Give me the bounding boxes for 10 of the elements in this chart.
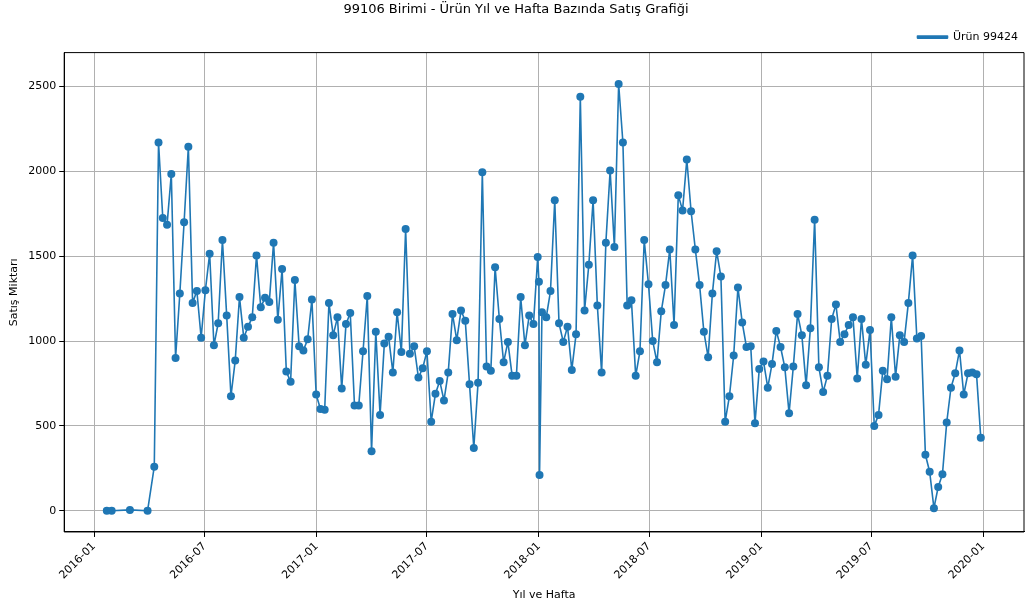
legend-label: Ürün 99424 bbox=[952, 29, 1019, 43]
y-tick-label: 2000 bbox=[28, 164, 57, 178]
y-axis-title: Satış Miktarı bbox=[7, 258, 21, 327]
y-tick-label: 1000 bbox=[28, 333, 57, 347]
x-axis-title: Yıl ve Hafta bbox=[511, 588, 576, 602]
y-tick-label: 2500 bbox=[28, 79, 57, 93]
y-tick-label: 500 bbox=[35, 418, 57, 432]
y-tick-label: 1500 bbox=[28, 249, 57, 263]
y-tick-label: 0 bbox=[49, 503, 57, 517]
chart-title: 99106 Birimi - Ürün Yıl ve Hafta Bazında Satış Grafiği bbox=[343, 0, 689, 17]
